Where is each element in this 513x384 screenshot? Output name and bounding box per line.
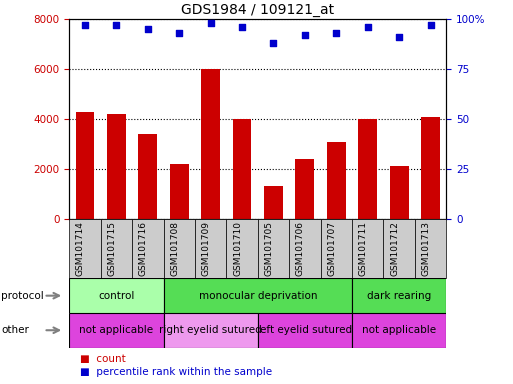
Text: GSM101710: GSM101710 xyxy=(233,221,242,276)
Text: monocular deprivation: monocular deprivation xyxy=(199,291,317,301)
Point xyxy=(238,24,246,30)
Bar xyxy=(233,119,251,219)
Bar xyxy=(383,219,415,278)
Bar xyxy=(390,167,408,219)
Bar xyxy=(101,219,132,278)
Point xyxy=(332,30,341,36)
Text: GSM101714: GSM101714 xyxy=(76,221,85,276)
Text: right eyelid sutured: right eyelid sutured xyxy=(159,325,262,335)
Text: GSM101715: GSM101715 xyxy=(107,221,116,276)
Text: GSM101707: GSM101707 xyxy=(327,221,337,276)
Bar xyxy=(132,219,164,278)
Text: GSM101716: GSM101716 xyxy=(139,221,148,276)
Text: other: other xyxy=(1,325,29,335)
Text: GSM101712: GSM101712 xyxy=(390,221,399,276)
Point xyxy=(426,22,435,28)
Text: GSM101711: GSM101711 xyxy=(359,221,368,276)
Point xyxy=(144,26,152,32)
Bar xyxy=(69,219,101,278)
Text: ■  count: ■ count xyxy=(80,354,125,364)
Bar xyxy=(321,219,352,278)
Point xyxy=(301,32,309,38)
Bar xyxy=(358,119,377,219)
Bar xyxy=(258,219,289,278)
Point xyxy=(207,20,215,26)
Bar xyxy=(289,219,321,278)
Bar xyxy=(264,187,283,219)
Bar xyxy=(201,69,220,219)
Point xyxy=(112,22,121,28)
Text: GSM101708: GSM101708 xyxy=(170,221,179,276)
Text: dark rearing: dark rearing xyxy=(367,291,431,301)
Bar xyxy=(352,278,446,313)
Bar xyxy=(226,219,258,278)
Bar xyxy=(139,134,157,219)
Bar xyxy=(164,219,195,278)
Point xyxy=(175,30,183,36)
Title: GDS1984 / 109121_at: GDS1984 / 109121_at xyxy=(181,3,334,17)
Bar xyxy=(69,313,164,348)
Bar xyxy=(164,278,352,313)
Bar xyxy=(295,159,314,219)
Bar xyxy=(75,112,94,219)
Bar xyxy=(69,278,164,313)
Bar xyxy=(258,313,352,348)
Bar xyxy=(164,313,258,348)
Bar xyxy=(195,219,226,278)
Point xyxy=(364,24,372,30)
Text: GSM101706: GSM101706 xyxy=(296,221,305,276)
Bar xyxy=(415,219,446,278)
Text: control: control xyxy=(98,291,134,301)
Text: protocol: protocol xyxy=(1,291,44,301)
Point xyxy=(81,22,89,28)
Bar xyxy=(352,219,383,278)
Point xyxy=(395,34,403,40)
Text: not applicable: not applicable xyxy=(80,325,153,335)
Text: GSM101709: GSM101709 xyxy=(202,221,211,276)
Bar xyxy=(107,114,126,219)
Bar xyxy=(421,117,440,219)
Text: left eyelid sutured: left eyelid sutured xyxy=(258,325,352,335)
Bar xyxy=(327,142,346,219)
Point xyxy=(269,40,278,46)
Text: ■  percentile rank within the sample: ■ percentile rank within the sample xyxy=(80,367,272,377)
Bar xyxy=(352,313,446,348)
Text: GSM101705: GSM101705 xyxy=(265,221,273,276)
Text: not applicable: not applicable xyxy=(362,325,436,335)
Text: GSM101713: GSM101713 xyxy=(422,221,430,276)
Bar xyxy=(170,164,189,219)
